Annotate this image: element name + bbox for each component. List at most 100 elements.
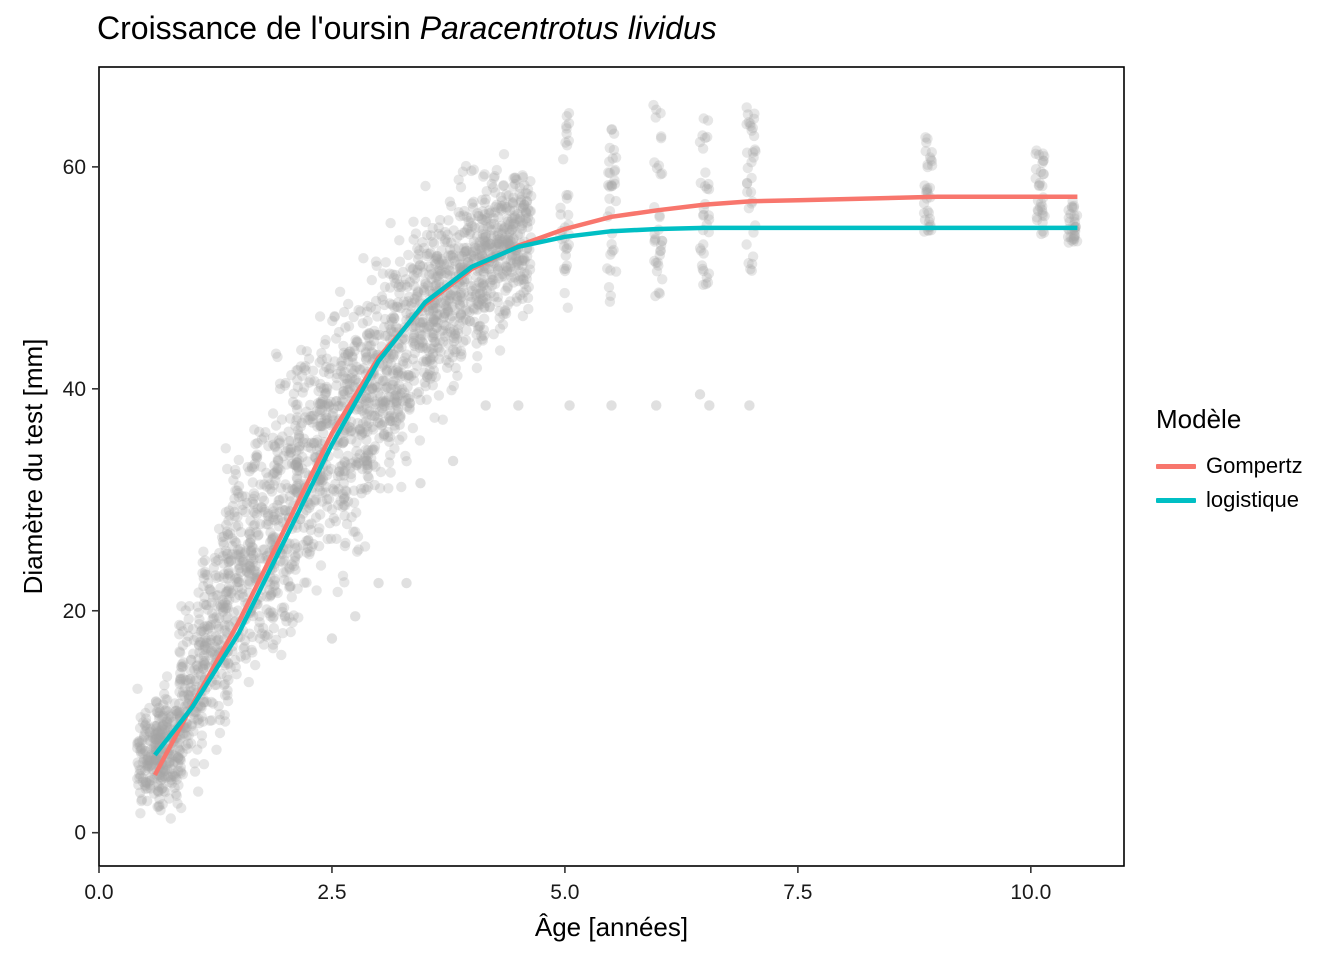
data-point xyxy=(302,414,314,426)
data-point xyxy=(331,380,342,391)
data-point xyxy=(370,295,382,307)
data-point xyxy=(603,167,614,178)
data-point xyxy=(428,342,439,354)
data-point xyxy=(388,272,400,284)
data-point xyxy=(496,195,508,206)
data-point xyxy=(435,259,446,271)
data-point xyxy=(136,794,148,805)
data-point xyxy=(173,707,185,718)
data-point xyxy=(202,620,213,631)
data-point xyxy=(157,728,168,739)
data-point xyxy=(491,237,503,248)
data-point xyxy=(449,243,460,254)
data-point xyxy=(404,398,415,409)
data-point xyxy=(411,360,423,371)
data-point xyxy=(338,478,349,489)
data-point xyxy=(247,477,258,488)
data-point xyxy=(400,352,411,363)
data-point xyxy=(363,472,374,484)
data-point xyxy=(320,410,332,421)
data-point xyxy=(211,572,222,584)
data-point xyxy=(481,263,492,274)
data-point xyxy=(289,543,301,554)
data-point xyxy=(430,316,441,327)
data-point xyxy=(505,254,516,266)
data-point xyxy=(220,545,231,556)
data-point xyxy=(152,785,163,796)
data-point xyxy=(150,696,162,708)
data-point xyxy=(233,488,244,499)
data-point xyxy=(389,349,400,361)
data-point xyxy=(473,321,484,332)
data-point xyxy=(225,528,236,539)
data-point xyxy=(317,487,328,498)
data-point xyxy=(432,265,443,277)
data-point xyxy=(281,459,292,470)
data-point xyxy=(154,710,165,721)
data-point xyxy=(208,592,219,603)
data-point xyxy=(475,298,486,310)
data-point xyxy=(352,417,363,429)
data-point xyxy=(208,562,220,573)
data-point xyxy=(268,580,280,592)
data-point xyxy=(421,354,432,365)
data-point xyxy=(346,458,357,469)
data-point xyxy=(348,526,359,537)
data-point xyxy=(747,147,759,158)
data-point xyxy=(291,465,303,477)
data-point xyxy=(332,470,343,482)
data-point xyxy=(1067,202,1078,213)
data-point xyxy=(219,709,230,721)
data-point xyxy=(502,238,513,249)
data-point xyxy=(1035,166,1047,178)
data-point xyxy=(195,637,206,648)
data-point xyxy=(654,211,665,223)
data-point xyxy=(200,655,211,667)
data-point xyxy=(508,233,519,244)
data-point xyxy=(222,553,233,564)
data-point xyxy=(561,123,572,134)
data-point xyxy=(243,567,254,578)
data-point xyxy=(520,213,531,224)
data-point xyxy=(337,460,348,471)
data-point xyxy=(409,340,420,352)
data-point xyxy=(391,365,402,376)
data-point xyxy=(318,383,330,394)
data-point xyxy=(448,325,459,336)
data-point xyxy=(265,590,277,601)
data-point xyxy=(389,390,400,401)
data-point xyxy=(476,213,487,224)
data-point xyxy=(603,180,614,191)
data-point xyxy=(921,137,932,148)
data-point xyxy=(217,550,229,562)
data-point xyxy=(175,673,187,685)
data-point xyxy=(1033,149,1045,161)
data-point xyxy=(384,399,396,411)
data-point xyxy=(146,759,157,771)
data-point xyxy=(276,602,288,613)
data-point xyxy=(385,324,397,335)
data-point xyxy=(306,518,317,529)
data-point xyxy=(368,424,379,435)
data-point xyxy=(312,398,324,409)
data-point xyxy=(333,483,344,495)
data-point xyxy=(172,765,184,777)
data-point xyxy=(312,421,323,432)
data-point xyxy=(393,366,404,377)
data-point xyxy=(382,357,393,368)
data-point xyxy=(346,372,358,384)
data-point xyxy=(342,496,354,507)
data-point xyxy=(656,131,667,142)
data-point xyxy=(470,242,481,254)
data-point xyxy=(259,504,270,515)
data-point xyxy=(384,413,395,424)
data-point xyxy=(342,385,353,396)
data-point xyxy=(196,625,208,636)
data-point xyxy=(694,243,706,254)
data-point xyxy=(442,304,453,315)
data-point xyxy=(293,478,304,489)
data-point xyxy=(491,261,502,272)
data-point xyxy=(369,410,380,421)
data-point xyxy=(453,242,464,253)
data-point xyxy=(335,470,346,481)
